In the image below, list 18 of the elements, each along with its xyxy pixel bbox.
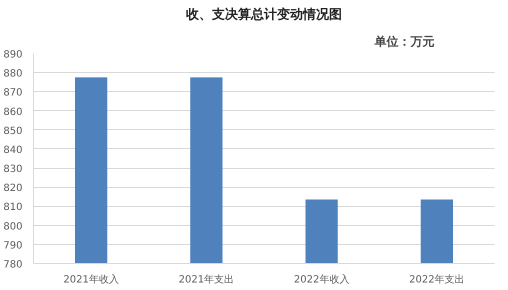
chart-title: 收、支决算总计变动情况图 xyxy=(186,6,342,22)
y-tick-label: 870 xyxy=(3,88,23,99)
y-tick-label: 820 xyxy=(3,183,23,194)
y-tick-label: 840 xyxy=(3,144,23,156)
y-tick-label: 880 xyxy=(3,68,23,80)
y-tick-label: 780 xyxy=(3,260,23,270)
y-tick-label: 800 xyxy=(3,221,23,232)
y-tick-label: 790 xyxy=(3,240,23,252)
x-tick-label: 2021年支出 xyxy=(178,274,234,286)
x-tick-label: 2021年收入 xyxy=(63,274,119,286)
y-tick-label: 860 xyxy=(3,106,23,118)
y-tick-label: 810 xyxy=(3,202,23,214)
y-tick-label: 850 xyxy=(3,126,23,137)
x-tick-label: 2022年收入 xyxy=(294,274,350,286)
y-tick-label: 890 xyxy=(3,50,23,60)
y-tick-label: 830 xyxy=(3,164,23,176)
chart-subtitle: 单位：万元 xyxy=(374,34,434,48)
x-tick-label: 2022年支出 xyxy=(409,274,465,286)
